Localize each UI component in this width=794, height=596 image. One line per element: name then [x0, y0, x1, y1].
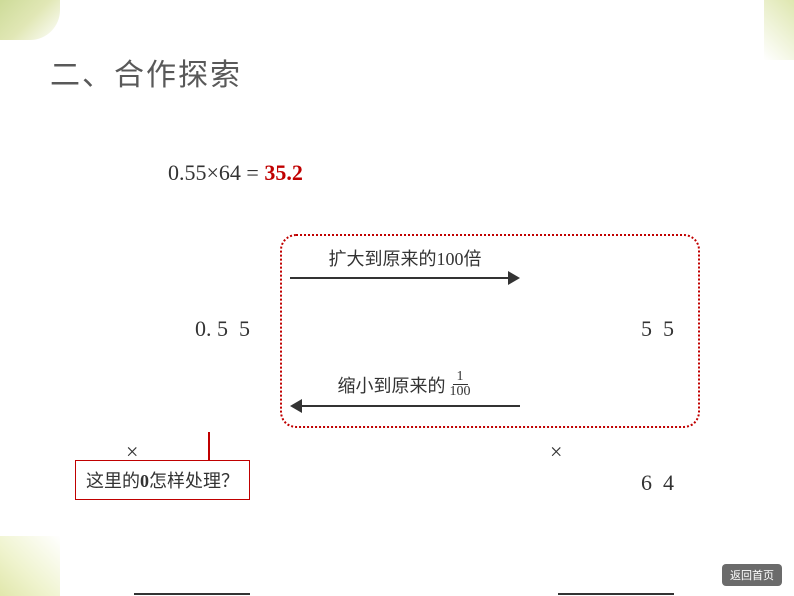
arrow-right-icon — [290, 271, 520, 285]
return-home-button[interactable]: 返回首页 — [722, 564, 782, 586]
arrow-label-text: 缩小到原来的 — [338, 372, 446, 398]
arrow-left-icon — [290, 399, 520, 413]
fraction: 1 100 — [448, 370, 473, 399]
section-heading: 二、合作探索 — [50, 50, 242, 94]
arrow-shrink: 缩小到原来的 1 100 — [290, 370, 520, 413]
arrow-label-top: 扩大到原来的100倍 — [329, 245, 482, 271]
long-multiplication-left: 0. 5 5 × 6 4 2 2 0 3 3 0 3 5 2 0 . — [120, 252, 250, 596]
calc-value: 6 4 — [641, 470, 674, 495]
fraction-numerator: 1 — [453, 370, 468, 385]
equation: 0.55×64 = 35.2 — [168, 160, 303, 186]
bg-decoration-bottom-left — [0, 536, 60, 596]
fraction-denominator: 100 — [448, 385, 473, 399]
callout-text: 这里的0怎样处理？ — [86, 471, 239, 491]
callout-connector — [208, 432, 210, 460]
callout-question: 这里的0怎样处理？ — [75, 460, 250, 500]
multiply-sign: × — [550, 437, 562, 468]
bg-decoration-top-right — [764, 0, 794, 60]
arrow-expand: 扩大到原来的100倍 — [290, 245, 520, 285]
bg-decoration-top-left — [0, 0, 60, 40]
arrow-label-bottom: 缩小到原来的 1 100 — [338, 370, 473, 399]
calc-rule — [558, 593, 674, 595]
calc-rule — [134, 593, 250, 595]
equation-answer: 35.2 — [264, 160, 303, 185]
equation-lhs: 0.55×64 = — [168, 160, 259, 185]
calc-row: 0. 5 5 — [120, 314, 250, 345]
